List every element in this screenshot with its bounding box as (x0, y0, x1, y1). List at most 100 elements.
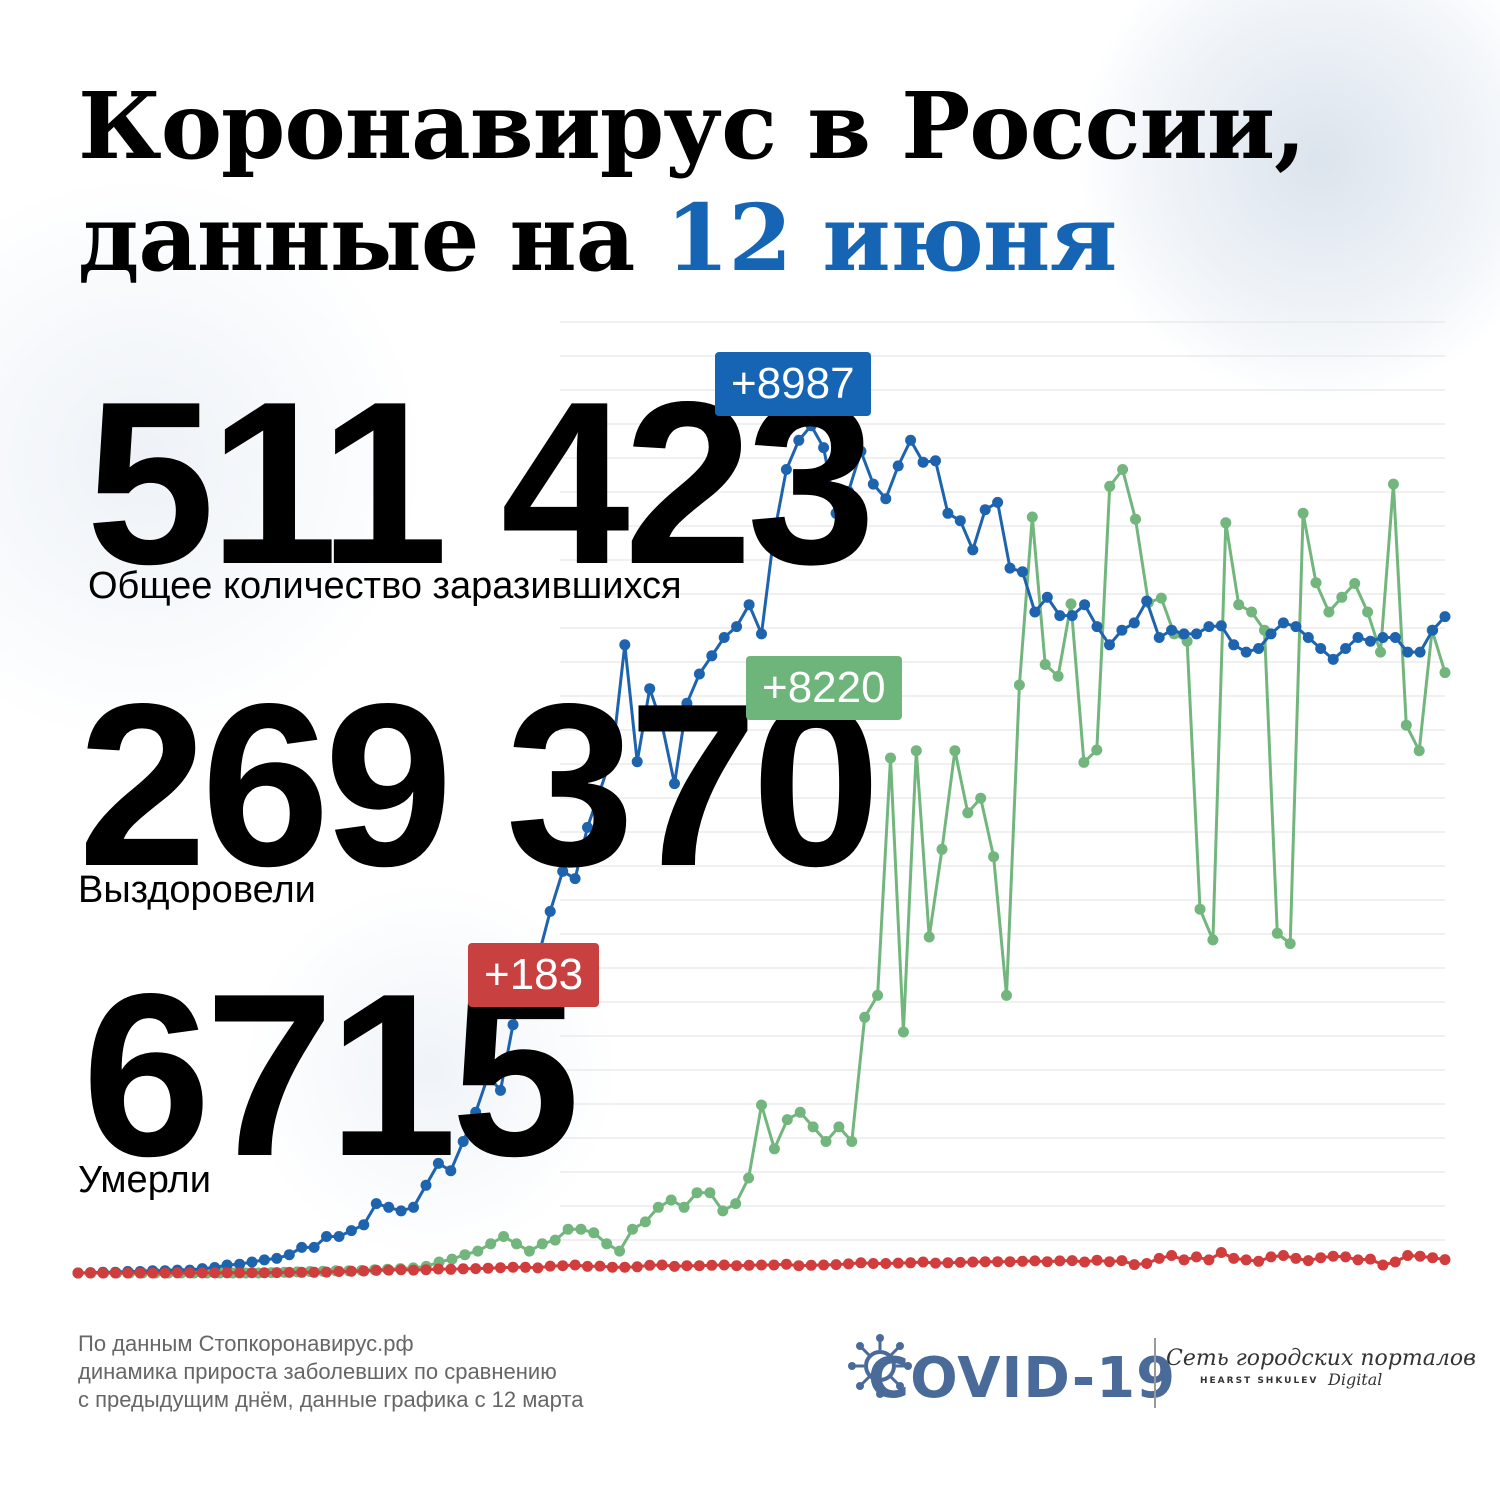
total-point (930, 455, 941, 467)
recovered-point (1310, 577, 1322, 589)
recovered-point (498, 1231, 510, 1242)
deaths-point (855, 1257, 867, 1269)
total-point (1352, 632, 1364, 643)
recovered-point (730, 1198, 742, 1210)
recovered-point (846, 1136, 858, 1147)
recovered-point (923, 931, 935, 943)
recovered-point (459, 1249, 471, 1261)
recovered-point (781, 1114, 793, 1126)
recovered-point (1387, 478, 1399, 490)
footer-line-1: По данным Стопкоронавирус.рф (78, 1331, 414, 1356)
deaths-point (1427, 1252, 1439, 1264)
total-point (370, 1198, 382, 1210)
deaths-point (644, 1259, 656, 1271)
recovered-point (1375, 646, 1386, 658)
total-point (1240, 646, 1252, 658)
total-point (1079, 599, 1091, 611)
deaths-point (930, 1257, 941, 1269)
deaths-point (594, 1260, 606, 1272)
total-point (1327, 653, 1339, 665)
total-point (681, 697, 693, 709)
title-date: 12 июня (665, 184, 1117, 292)
logo-divider (1154, 1338, 1156, 1408)
deaths-point (731, 1260, 743, 1272)
deaths-point (656, 1259, 668, 1271)
deaths-point (818, 1259, 830, 1271)
total-point (855, 445, 867, 457)
total-point (805, 420, 817, 432)
deaths-point (756, 1259, 767, 1271)
deaths-point (743, 1259, 755, 1271)
deaths-point (1017, 1255, 1028, 1267)
footer-line-3: с предыдущим днём, данные графика с 12 м… (78, 1387, 584, 1412)
recovered-point (652, 1201, 664, 1213)
deaths-point (805, 1259, 817, 1271)
total-point (656, 719, 668, 731)
recovered-point (975, 792, 987, 804)
total-point (967, 544, 979, 556)
total-point (1315, 643, 1327, 654)
deaths-point (1340, 1251, 1352, 1263)
total-point (507, 1019, 519, 1031)
total-point (420, 1179, 432, 1191)
total-point (669, 778, 680, 790)
title-prefix: данные на (78, 184, 666, 292)
recovered-point (562, 1223, 574, 1235)
recovered-point (962, 807, 974, 819)
deaths-point (967, 1256, 979, 1268)
deaths-point (669, 1260, 680, 1272)
deaths-point (631, 1261, 643, 1273)
recovered-point (872, 989, 884, 1001)
total-point (979, 504, 991, 516)
deaths-point (793, 1260, 805, 1272)
total-point (843, 485, 854, 497)
total-point (234, 1258, 246, 1270)
deaths-point (432, 1263, 444, 1275)
recovered-point (885, 752, 896, 764)
recovered-point (691, 1187, 703, 1199)
deaths-point (1215, 1247, 1227, 1258)
recovered-point (1220, 517, 1232, 529)
logo-digital-text: Digital (1328, 1370, 1383, 1389)
total-point (470, 1106, 482, 1118)
recovered-point (639, 1216, 651, 1228)
deaths-point (532, 1262, 544, 1274)
deaths-point (830, 1259, 842, 1271)
deaths-point (221, 1267, 233, 1279)
total-point (1054, 610, 1066, 622)
recovered-point (614, 1245, 626, 1257)
deaths-point (519, 1261, 531, 1273)
recovered-point (1104, 480, 1116, 492)
deaths-point (470, 1263, 482, 1275)
deaths-point (544, 1260, 556, 1272)
deaths-point (569, 1259, 581, 1271)
deaths-point (1178, 1254, 1190, 1266)
recovered-point (743, 1172, 755, 1184)
deaths-series (72, 1247, 1451, 1279)
deaths-point (1104, 1256, 1115, 1268)
total-point (258, 1254, 270, 1266)
total-point (1302, 632, 1314, 643)
deaths-point (954, 1256, 966, 1268)
recovered-point (523, 1245, 535, 1257)
total-point (544, 905, 556, 917)
recovered-point (833, 1121, 845, 1133)
deaths-point (395, 1264, 407, 1276)
recovered-point (511, 1238, 522, 1250)
deaths-point (209, 1267, 221, 1279)
total-point (1104, 639, 1115, 651)
deaths-point (495, 1262, 506, 1274)
total-point (1277, 617, 1289, 629)
total-point (1191, 628, 1202, 640)
total-point (296, 1241, 308, 1253)
total-point (358, 1219, 370, 1231)
covid-logo: COVID-19 Сеть городских порталов HEARST … (848, 1330, 1476, 1420)
total-point (221, 1259, 233, 1271)
deaths-point (283, 1266, 295, 1278)
total-point (1153, 632, 1165, 643)
deaths-point (780, 1258, 792, 1270)
deaths-point (171, 1267, 183, 1279)
deaths-point (308, 1266, 320, 1278)
recovered-point (1271, 927, 1283, 939)
deaths-point (867, 1258, 879, 1269)
